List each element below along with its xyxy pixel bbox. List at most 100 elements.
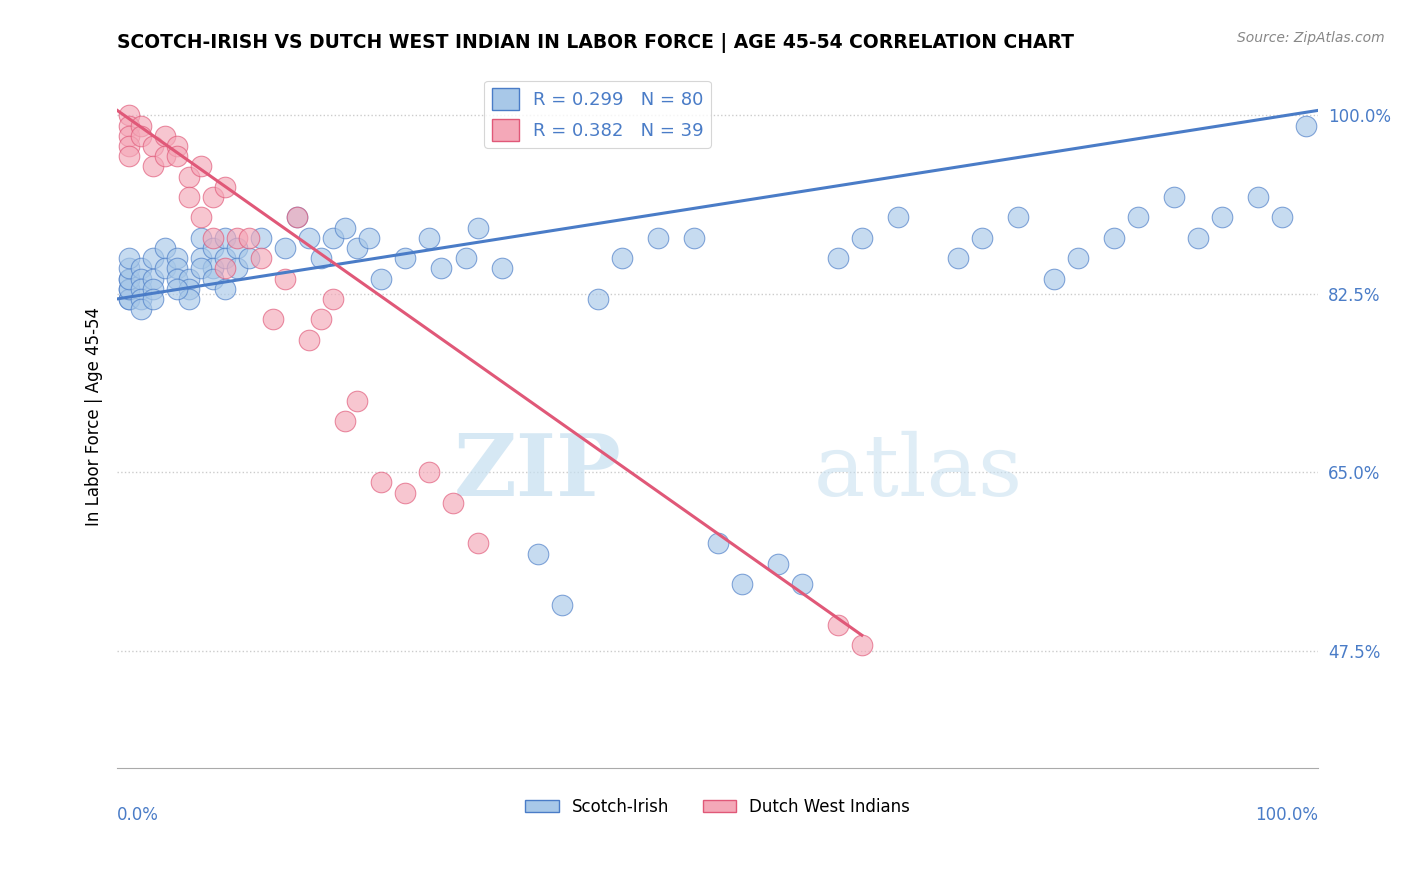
Point bbox=[370, 271, 392, 285]
Y-axis label: In Labor Force | Age 45-54: In Labor Force | Age 45-54 bbox=[86, 307, 103, 525]
Point bbox=[467, 536, 489, 550]
Point bbox=[166, 149, 188, 163]
Point bbox=[129, 119, 152, 133]
Point bbox=[226, 241, 249, 255]
Point bbox=[142, 292, 165, 306]
Point bbox=[118, 139, 141, 153]
Point bbox=[142, 139, 165, 153]
Point bbox=[166, 271, 188, 285]
Point bbox=[226, 261, 249, 276]
Point bbox=[129, 128, 152, 143]
Point bbox=[394, 251, 416, 265]
Point bbox=[946, 251, 969, 265]
Point bbox=[179, 292, 201, 306]
Point bbox=[311, 251, 333, 265]
Point bbox=[1211, 211, 1233, 225]
Point bbox=[1247, 190, 1270, 204]
Text: Source: ZipAtlas.com: Source: ZipAtlas.com bbox=[1237, 31, 1385, 45]
Point bbox=[142, 271, 165, 285]
Point bbox=[335, 220, 357, 235]
Point bbox=[202, 241, 225, 255]
Point bbox=[851, 639, 873, 653]
Point bbox=[129, 271, 152, 285]
Point bbox=[190, 231, 212, 245]
Point bbox=[586, 292, 609, 306]
Point bbox=[118, 251, 141, 265]
Point bbox=[118, 292, 141, 306]
Point bbox=[526, 547, 548, 561]
Point bbox=[129, 261, 152, 276]
Point bbox=[118, 271, 141, 285]
Point bbox=[226, 231, 249, 245]
Text: ZIP: ZIP bbox=[454, 430, 621, 515]
Point bbox=[887, 211, 910, 225]
Point bbox=[790, 577, 813, 591]
Point bbox=[827, 618, 849, 632]
Point bbox=[202, 231, 225, 245]
Point bbox=[118, 128, 141, 143]
Point bbox=[202, 271, 225, 285]
Point bbox=[1163, 190, 1185, 204]
Legend: Scotch-Irish, Dutch West Indians: Scotch-Irish, Dutch West Indians bbox=[519, 791, 917, 822]
Point bbox=[214, 231, 236, 245]
Point bbox=[346, 241, 368, 255]
Point bbox=[262, 312, 284, 326]
Point bbox=[118, 108, 141, 122]
Point bbox=[190, 211, 212, 225]
Point bbox=[1102, 231, 1125, 245]
Point bbox=[311, 312, 333, 326]
Point bbox=[682, 231, 704, 245]
Point bbox=[370, 475, 392, 490]
Point bbox=[322, 231, 344, 245]
Point bbox=[274, 241, 297, 255]
Point bbox=[118, 282, 141, 296]
Point bbox=[766, 557, 789, 571]
Point bbox=[238, 231, 260, 245]
Point bbox=[285, 211, 308, 225]
Point bbox=[118, 292, 141, 306]
Point bbox=[155, 149, 177, 163]
Point bbox=[418, 465, 440, 479]
Point bbox=[346, 393, 368, 408]
Point bbox=[179, 169, 201, 184]
Point bbox=[155, 128, 177, 143]
Text: 100.0%: 100.0% bbox=[1256, 806, 1319, 824]
Point bbox=[647, 231, 669, 245]
Point bbox=[129, 302, 152, 317]
Point bbox=[155, 261, 177, 276]
Point bbox=[1271, 211, 1294, 225]
Point bbox=[550, 598, 572, 612]
Point bbox=[166, 251, 188, 265]
Point bbox=[1007, 211, 1029, 225]
Point bbox=[1187, 231, 1209, 245]
Point bbox=[1067, 251, 1090, 265]
Point bbox=[298, 231, 321, 245]
Point bbox=[731, 577, 754, 591]
Point bbox=[250, 231, 273, 245]
Point bbox=[214, 251, 236, 265]
Point bbox=[298, 333, 321, 347]
Point bbox=[155, 241, 177, 255]
Point bbox=[179, 282, 201, 296]
Point bbox=[179, 190, 201, 204]
Point bbox=[190, 160, 212, 174]
Point bbox=[394, 485, 416, 500]
Point bbox=[142, 282, 165, 296]
Point bbox=[1043, 271, 1066, 285]
Point bbox=[827, 251, 849, 265]
Point bbox=[443, 496, 465, 510]
Text: atlas: atlas bbox=[814, 431, 1024, 514]
Point bbox=[118, 119, 141, 133]
Point bbox=[214, 261, 236, 276]
Point bbox=[238, 251, 260, 265]
Point bbox=[214, 282, 236, 296]
Point bbox=[179, 271, 201, 285]
Point bbox=[190, 261, 212, 276]
Point bbox=[166, 139, 188, 153]
Point bbox=[706, 536, 728, 550]
Point bbox=[610, 251, 633, 265]
Point bbox=[359, 231, 381, 245]
Point bbox=[851, 231, 873, 245]
Point bbox=[322, 292, 344, 306]
Point bbox=[142, 251, 165, 265]
